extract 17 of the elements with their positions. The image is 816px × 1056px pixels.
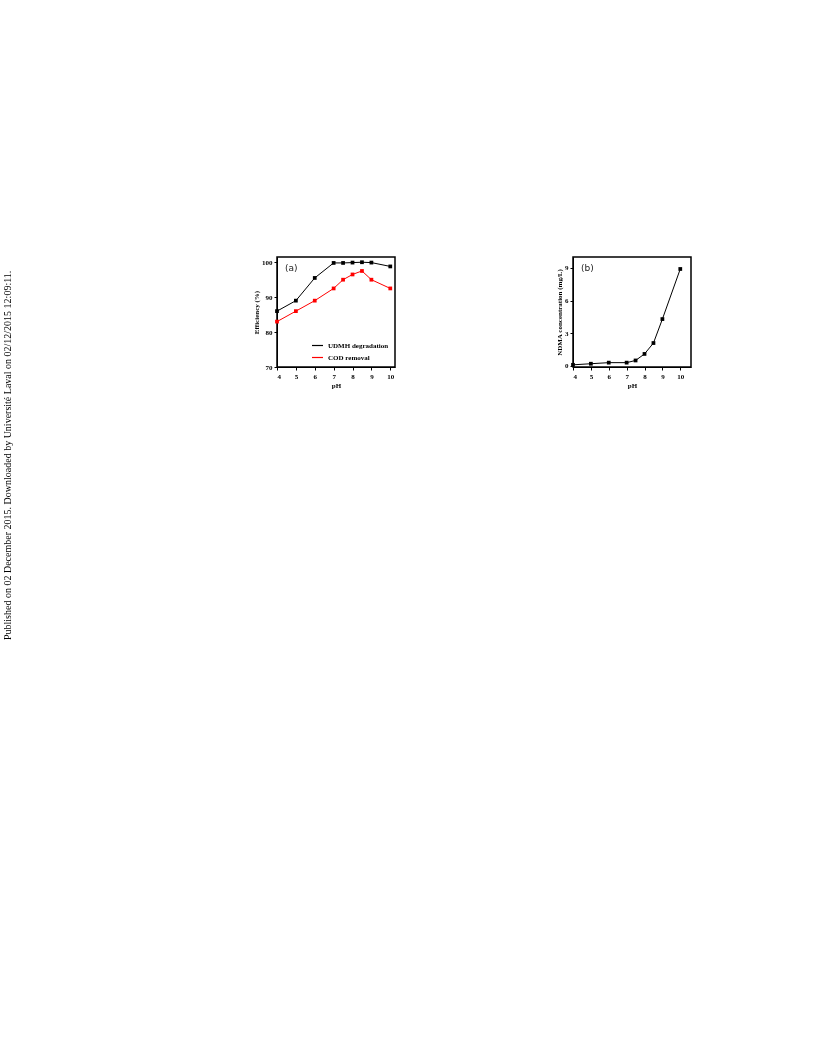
point bbox=[341, 277, 345, 282]
text: (b) bbox=[581, 263, 594, 273]
point bbox=[275, 309, 279, 313]
point bbox=[294, 298, 298, 303]
point bbox=[606, 360, 611, 365]
text: (a) bbox=[285, 263, 298, 273]
point bbox=[341, 261, 345, 265]
point bbox=[312, 276, 317, 280]
point bbox=[589, 361, 593, 366]
point bbox=[294, 309, 298, 313]
point bbox=[312, 298, 317, 303]
point bbox=[678, 267, 683, 271]
point bbox=[624, 360, 629, 365]
point bbox=[360, 260, 364, 265]
point bbox=[360, 269, 364, 273]
text: Published on 02 December 2015. Downloaded by Université Laval on 02/12/2015 12:09:11. bbox=[2, 270, 13, 640]
point bbox=[331, 261, 336, 265]
